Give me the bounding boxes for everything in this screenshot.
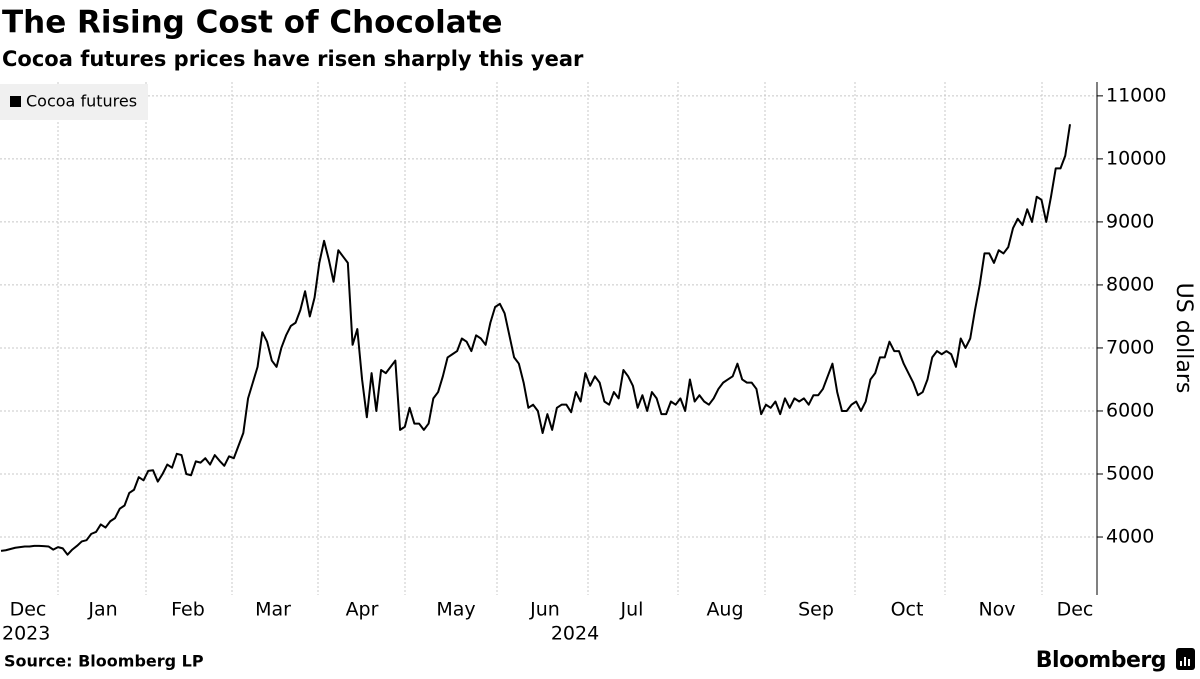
x-tick-label: Jan bbox=[87, 599, 117, 621]
y-tick-label: 7000 bbox=[1106, 336, 1154, 358]
y-tick-label: 5000 bbox=[1106, 462, 1154, 484]
brand-icon bbox=[1176, 648, 1195, 670]
x-year-label: 2023 bbox=[2, 623, 50, 645]
y-tick-label: 4000 bbox=[1106, 526, 1154, 548]
x-tick-label: Sep bbox=[798, 599, 834, 621]
x-tick-label: Jun bbox=[529, 599, 560, 621]
y-tick-label: 8000 bbox=[1106, 273, 1154, 295]
x-tick-label: Oct bbox=[891, 599, 924, 621]
x-tick-label: Aug bbox=[706, 599, 743, 621]
x-tick-label: Feb bbox=[171, 599, 205, 621]
legend-swatch bbox=[10, 96, 21, 107]
y-tick-label: 11000 bbox=[1106, 84, 1166, 106]
x-tick-label: Apr bbox=[346, 599, 379, 621]
legend-box bbox=[0, 84, 148, 120]
chart-subtitle: Cocoa futures prices have risen sharply … bbox=[2, 47, 584, 71]
x-tick-label: Mar bbox=[255, 599, 291, 621]
legend-label: Cocoa futures bbox=[26, 92, 137, 111]
line bbox=[0, 124, 1071, 556]
x-year-label: 2024 bbox=[551, 623, 599, 645]
brand: Bloomberg bbox=[1036, 648, 1166, 673]
y-tick-label: 6000 bbox=[1106, 399, 1154, 421]
x-tick-label: May bbox=[436, 599, 475, 621]
legend: Cocoa futures bbox=[0, 84, 148, 120]
x-tick-label: Dec bbox=[10, 599, 47, 621]
x-tick-label: Nov bbox=[978, 599, 1015, 621]
x-tick-label: Dec bbox=[1057, 599, 1094, 621]
y-tick-label: 10000 bbox=[1106, 147, 1166, 169]
y-axis-label: US dollars bbox=[1171, 283, 1196, 394]
x-tick-label: Jul bbox=[620, 599, 644, 621]
y-tick-label: 9000 bbox=[1106, 210, 1154, 232]
chart-title: The Rising Cost of Chocolate bbox=[2, 5, 503, 41]
source: Source: Bloomberg LP bbox=[4, 652, 204, 671]
